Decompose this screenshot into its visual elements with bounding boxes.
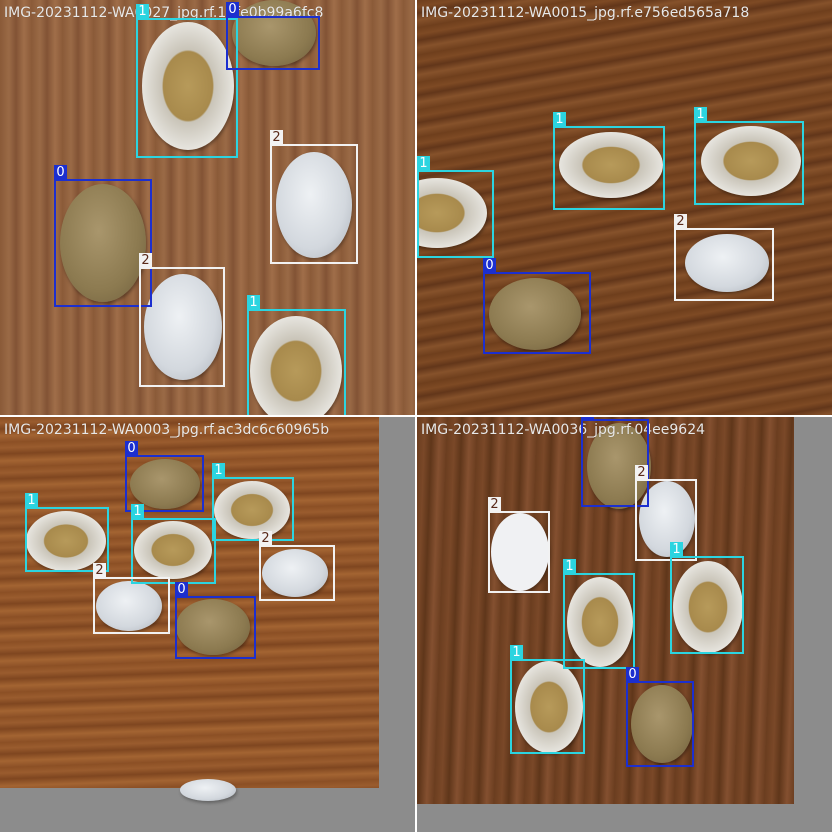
class-label: 1	[670, 542, 683, 557]
detection-box-class-2: 2	[635, 465, 697, 561]
coin	[180, 779, 236, 801]
detection-box-class-2: 2	[488, 497, 550, 593]
coin	[262, 549, 328, 597]
class-label: 2	[259, 531, 272, 546]
class-label: 2	[270, 130, 283, 145]
class-label: 1	[694, 107, 707, 122]
detection-box-class-1: 1	[247, 295, 346, 415]
image-tile-2: IMG-20231112-WA0015_jpg.rf.e756ed565a718…	[417, 0, 832, 415]
class-label: 1	[212, 463, 225, 478]
coin	[142, 22, 234, 150]
class-label: 0	[483, 258, 496, 273]
coin	[673, 561, 743, 653]
coin	[685, 234, 769, 292]
coin	[232, 0, 316, 66]
image-filename: IMG-20231112-WA0036_jpg.rf.04ee9624	[421, 422, 706, 438]
detection-box-class-0: 0	[54, 165, 152, 307]
class-label: 0	[581, 417, 594, 420]
detection-box-class-1: 1	[212, 463, 294, 541]
image-filename: IMG-20231112-WA0015_jpg.rf.e756ed565a718	[421, 5, 750, 21]
image-tile-3: IMG-20231112-WA0003_jpg.rf.ac3dc6c60965b…	[0, 417, 415, 832]
coin	[130, 459, 200, 509]
detection-box-class-2: 2	[259, 531, 335, 601]
detection-box-class-2: 2	[93, 563, 170, 634]
detection-box-class-1: 1	[136, 4, 238, 158]
detection-box-class-1: 1	[553, 112, 665, 210]
class-label: 2	[93, 563, 106, 578]
detection-box-class-0: 0	[581, 417, 649, 507]
class-label: 2	[674, 214, 687, 229]
detection-box-class-1: 1	[670, 542, 744, 654]
class-label: 1	[553, 112, 566, 127]
coin	[250, 316, 342, 415]
coin	[144, 274, 222, 380]
detection-box-class-0: 0	[125, 441, 204, 512]
detection-box-class-1: 1	[563, 559, 635, 669]
image-tile-1: IMG-20231112-WA0027_jpg.rf.14fe0b99a6fc8…	[0, 0, 415, 415]
class-label: 1	[563, 559, 576, 574]
detection-box-class-1: 1	[694, 107, 804, 205]
class-label: 0	[626, 667, 639, 682]
class-label: 0	[226, 2, 239, 17]
class-label: 0	[54, 165, 67, 180]
coin	[60, 184, 146, 302]
detection-box-class-0: 0	[226, 2, 320, 70]
detection-box-class-0: 0	[175, 582, 256, 659]
coin	[701, 126, 801, 196]
coin	[134, 521, 212, 579]
image-tile-4: IMG-20231112-WA0036_jpg.rf.04ee9624 0 2 …	[417, 417, 832, 832]
coin	[26, 511, 106, 571]
class-label: 2	[635, 465, 648, 480]
detection-box-class-1: 1	[510, 645, 585, 754]
class-label: 2	[488, 497, 501, 512]
coin	[515, 661, 583, 753]
class-label: 1	[131, 504, 144, 519]
detection-box-class-2: 2	[270, 130, 358, 264]
detection-box-class-0: 0	[626, 667, 694, 767]
image-filename: IMG-20231112-WA0003_jpg.rf.ac3dc6c60965b	[4, 422, 330, 438]
class-label: 1	[136, 4, 149, 19]
coin	[491, 513, 549, 591]
coin	[631, 685, 693, 763]
coin	[567, 577, 633, 667]
class-label: 2	[139, 253, 152, 268]
class-label: 1	[417, 156, 430, 171]
coin	[176, 599, 250, 655]
coin	[559, 132, 663, 198]
detection-box-class-2: 2	[674, 214, 774, 301]
coin	[276, 152, 352, 258]
detection-box-class-2: 2	[139, 253, 225, 387]
detection-box-class-1: 1	[131, 504, 216, 584]
class-label: 1	[25, 493, 38, 508]
class-label: 1	[510, 645, 523, 660]
class-label: 1	[247, 295, 260, 310]
detection-box-class-1: 1	[417, 156, 494, 258]
coin	[214, 481, 290, 539]
class-label: 0	[125, 441, 138, 456]
detection-box-class-1: 1	[25, 493, 109, 572]
detection-box-class-0: 0	[483, 258, 591, 354]
coin	[489, 278, 581, 350]
class-label: 0	[175, 582, 188, 597]
coin	[96, 581, 162, 631]
